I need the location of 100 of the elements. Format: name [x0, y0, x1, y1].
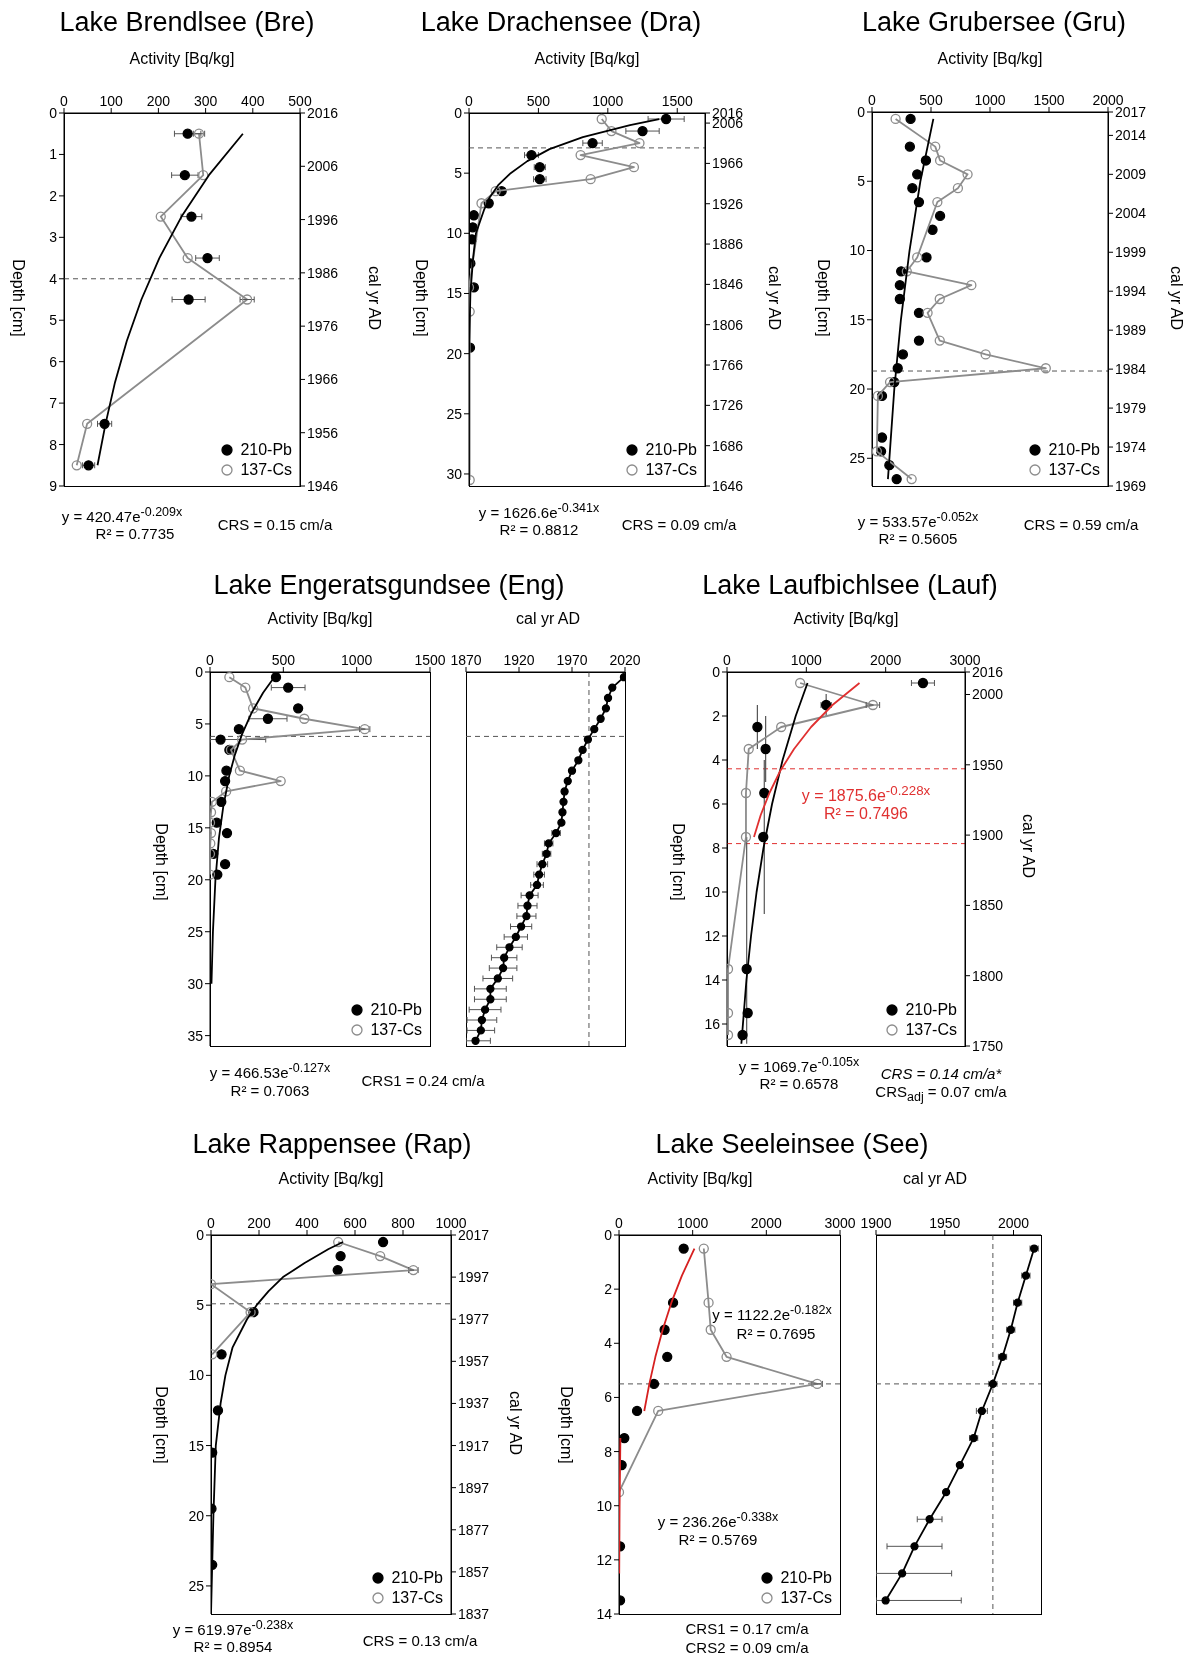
legend-label: 210-Pb	[391, 1568, 443, 1588]
y-axis-title: Depth [cm]	[152, 823, 170, 901]
y-tick-label: 25	[849, 450, 866, 467]
x-tick-label: 0	[206, 652, 215, 668]
y-tick-label: 16	[704, 1015, 721, 1032]
y-tick-label: 0	[604, 1226, 613, 1243]
text: CRS2 = 0.09 cm/a	[685, 1638, 809, 1656]
y-tick-label: 4	[49, 270, 58, 287]
y-tick-label: 4	[604, 1335, 613, 1352]
x-tick-label: 600	[343, 1215, 367, 1231]
y-tick-label: 8	[604, 1443, 613, 1460]
y2-axis-title: cal yr AD	[765, 265, 783, 331]
y-tick-label: 10	[188, 1367, 205, 1384]
annotation: R² = 0.5769	[678, 1530, 758, 1548]
y-tick-label: 14	[704, 971, 721, 988]
x-tick-label: 2020	[609, 652, 641, 668]
x-tick-label: 400	[295, 1215, 319, 1231]
y2-tick-label: 1726	[712, 397, 744, 414]
x-axis-title: Activity [Bq/kg]	[267, 610, 373, 628]
y2-tick-label: 1877	[458, 1521, 490, 1538]
y2-tick-label: 2014	[1115, 127, 1147, 144]
y-tick-label: 5	[196, 1297, 205, 1314]
y-axis-title: Depth [cm]	[557, 1386, 575, 1464]
chart-title: Lake Laufbichlsee (Lauf)	[702, 569, 998, 601]
y2-axis-title: cal yr AD	[365, 265, 383, 331]
y-axis-title: Depth [cm]	[152, 1386, 170, 1464]
y-tick-label: 25	[187, 923, 204, 940]
y2-tick-label: 2000	[972, 686, 1004, 703]
chart-title: Lake Brendlsee (Bre)	[59, 6, 315, 38]
y-tick-label: 14	[596, 1605, 613, 1622]
y-tick-label: 0	[196, 1226, 205, 1243]
y2-tick-label: 1686	[712, 437, 744, 454]
y-tick-label: 20	[849, 381, 866, 398]
y-tick-label: 15	[849, 311, 866, 328]
x-tick-label: 0	[868, 92, 877, 108]
y2-tick-label: 1846	[712, 276, 744, 293]
x-tick-label: 400	[241, 93, 265, 109]
x-axis-title: Activity [Bq/kg]	[793, 610, 899, 628]
x-tick-label: 0	[207, 1215, 216, 1231]
y-axis-title: Depth [cm]	[412, 259, 430, 337]
chart-title: Lake Rappensee (Rap)	[192, 1128, 472, 1160]
x-tick-label: 1000	[592, 93, 624, 109]
y2-tick-label: 2009	[1115, 166, 1147, 183]
x-tick-label: 2000	[1092, 92, 1124, 108]
text: y = 1626.6e$^{-0.341x}$	[478, 501, 600, 521]
y-tick-label: 35	[187, 1027, 204, 1044]
y-tick-label: 0	[195, 663, 204, 680]
y2-tick-label: 1997	[458, 1269, 490, 1286]
text: y = 533.57e$^{-0.052x}$	[857, 510, 979, 530]
x-tick-label: 500	[526, 93, 551, 109]
x-tick-label: 500	[271, 652, 296, 668]
y2-tick-label: 1999	[1115, 244, 1147, 261]
y-tick-label: 25	[446, 405, 463, 422]
text: R² = 0.8812	[499, 520, 579, 538]
text: CRS = 0.09 cm/a	[621, 515, 737, 533]
x-tick-label: 1970	[556, 652, 588, 668]
legend-label: 137-Cs	[780, 1588, 832, 1608]
x-tick-label: 1920	[503, 652, 535, 668]
y2-tick-label: 1946	[307, 477, 339, 494]
chart-title: Lake Seeleinsee (See)	[655, 1128, 929, 1160]
y2-tick-label: 1974	[1115, 439, 1147, 456]
y2-tick-label: 1956	[307, 424, 339, 441]
y-tick-label: 20	[187, 871, 204, 888]
y2-axis-title: cal yr AD	[1019, 813, 1037, 879]
x-tick-label: 200	[146, 93, 171, 109]
chart-title: Lake Engeratsgundsee (Eng)	[213, 569, 565, 601]
y2-tick-label: 2004	[1115, 205, 1147, 222]
x-tick-label: 0	[60, 93, 69, 109]
x-tick-label: 500	[919, 92, 943, 108]
x-tick-label: 3000	[949, 652, 981, 668]
y-tick-label: 0	[49, 104, 58, 121]
text: y = 619.97e$^{-0.238x}$	[172, 1618, 294, 1638]
y-tick-label: 15	[446, 285, 463, 302]
y2-axis-title: cal yr AD	[506, 1390, 524, 1456]
y-tick-label: 5	[857, 173, 866, 190]
x-axis-title: Activity [Bq/kg]	[647, 1170, 753, 1188]
y2-tick-label: 1950	[972, 756, 1004, 773]
series-label: y = 1875.6e$^{-0.228x}$ R² = 0.7496	[801, 782, 931, 824]
x-tick-label: 0	[723, 652, 732, 668]
y2-tick-label: 1994	[1115, 283, 1147, 300]
x-tick-label: 100	[99, 93, 124, 109]
x-tick-label: 1500	[661, 93, 694, 109]
y2-tick-label: 1857	[458, 1563, 490, 1580]
y-tick-label: 0	[712, 663, 721, 680]
y2-tick-label: 1966	[712, 155, 744, 172]
y2-tick-label: 1986	[307, 264, 339, 281]
y-tick-label: 10	[446, 225, 463, 242]
text: CRS = 0.59 cm/a	[1023, 515, 1139, 533]
x-tick-label: 3000	[824, 1215, 856, 1231]
text: y = 1069.7e$^{-0.105x}$	[738, 1055, 860, 1075]
x-tick-label: 1000	[341, 652, 373, 668]
y2-tick-label: 1984	[1115, 361, 1147, 378]
x-tick-label: 1870	[450, 652, 482, 668]
y2-tick-label: 1979	[1115, 400, 1147, 417]
x-axis-title: cal yr AD	[515, 610, 581, 628]
y2-tick-label: 1886	[712, 236, 744, 253]
y2-tick-label: 1766	[712, 357, 744, 373]
x-tick-label: 500	[288, 93, 312, 109]
legend-label: 137-Cs	[370, 1020, 422, 1040]
x-tick-label: 1000	[435, 1215, 467, 1231]
